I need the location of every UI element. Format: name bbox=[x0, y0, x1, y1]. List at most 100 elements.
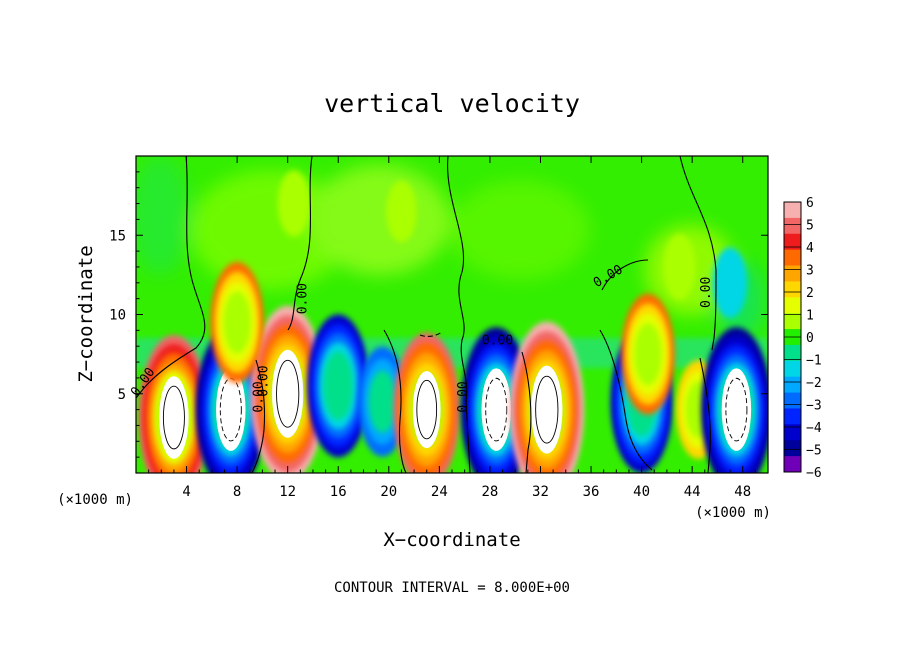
colorbar-swatch bbox=[784, 281, 801, 298]
cell-contour bbox=[535, 375, 559, 444]
colorbar-swatch bbox=[784, 217, 801, 235]
contour-line bbox=[679, 156, 717, 351]
x-tick-label: 48 bbox=[734, 484, 751, 500]
contour-line bbox=[287, 156, 313, 331]
colorbar-label: 3 bbox=[806, 264, 814, 279]
colorbar-swatch bbox=[784, 265, 801, 282]
colorbar-label: −6 bbox=[806, 466, 822, 481]
x-tick-label: 40 bbox=[633, 484, 650, 500]
contour-label: 0.00 bbox=[251, 381, 266, 412]
updraft-cell bbox=[386, 180, 417, 243]
cell-contour bbox=[725, 377, 748, 442]
x-tick-label: 44 bbox=[684, 484, 701, 500]
updraft-cell bbox=[621, 293, 675, 415]
updraft-cell bbox=[393, 332, 460, 473]
colorbar-swatch bbox=[784, 202, 801, 219]
x-unit-right: (×1000 m) bbox=[695, 505, 771, 521]
cell-layer bbox=[368, 370, 397, 433]
colorbar-label: −3 bbox=[806, 399, 822, 414]
contour-lines bbox=[136, 156, 717, 473]
x-tick-label: 20 bbox=[380, 484, 397, 500]
colorbar-label: 2 bbox=[806, 286, 814, 301]
contour-line bbox=[136, 156, 206, 399]
contour-label: 0.00 bbox=[699, 277, 714, 308]
x-tick-label: 16 bbox=[330, 484, 347, 500]
colorbar-swatch bbox=[784, 249, 801, 267]
x-tick-label: 8 bbox=[233, 484, 241, 500]
x-tick-label: 4 bbox=[182, 484, 190, 500]
colorbar-swatch bbox=[784, 297, 801, 314]
cell-layer bbox=[223, 291, 251, 354]
x-tick-label: 24 bbox=[431, 484, 448, 500]
x-tick-label: 32 bbox=[532, 484, 549, 500]
colorbar-label: 0 bbox=[806, 331, 814, 346]
colorbar-label: 1 bbox=[806, 309, 814, 324]
colorbar-label: −2 bbox=[806, 376, 822, 391]
contour-line bbox=[601, 259, 649, 291]
cell-layer bbox=[634, 323, 662, 386]
updraft-cell bbox=[138, 335, 210, 473]
colorbar-swatch bbox=[784, 360, 801, 378]
cell-layer bbox=[323, 351, 354, 421]
x-tick-label: 36 bbox=[583, 484, 600, 500]
updraft-cell bbox=[277, 170, 311, 237]
field-patch bbox=[310, 165, 450, 275]
cell-layer bbox=[386, 180, 417, 243]
cell-core bbox=[159, 376, 189, 459]
x-axis-label: X−coordinate bbox=[383, 529, 520, 551]
updraft-cell bbox=[210, 261, 264, 383]
y-axis-label: Z−coordinate bbox=[75, 245, 97, 382]
plot-area bbox=[136, 156, 768, 473]
y-tick-label: 15 bbox=[109, 228, 126, 244]
contour-line bbox=[699, 357, 711, 473]
colorbar-label: 4 bbox=[806, 241, 814, 256]
downdraft-cell bbox=[713, 247, 748, 318]
colorbar-swatch bbox=[784, 376, 801, 394]
cell-contour bbox=[162, 385, 185, 450]
x-axis: 4 8 12 16 20 24 28 32 36 40 44 48 bbox=[148, 156, 756, 500]
cell-contour bbox=[485, 377, 508, 442]
x-tick-label: 28 bbox=[481, 484, 498, 500]
updraft-cell bbox=[250, 305, 325, 473]
cell-layer bbox=[277, 170, 311, 237]
cell-contour bbox=[416, 379, 438, 440]
colorbar-label: −5 bbox=[806, 444, 822, 459]
contour-line bbox=[599, 329, 653, 471]
colorbar-swatch bbox=[784, 233, 801, 251]
colorbar-swatch bbox=[784, 392, 801, 409]
cell-core bbox=[272, 349, 304, 438]
updraft-cell bbox=[663, 233, 696, 300]
field-patch bbox=[450, 180, 590, 280]
cell-core bbox=[531, 365, 563, 454]
colorbar-swatch bbox=[784, 408, 801, 425]
y-tick-label: 10 bbox=[109, 308, 126, 324]
colorbar-label: −4 bbox=[806, 421, 822, 436]
colorbar: 6 5 4 3 2 1 0 −1 −2 −3 −4 −5 −6 bbox=[783, 196, 822, 481]
contour-line bbox=[521, 351, 532, 473]
colorbar-label: 5 bbox=[806, 219, 814, 234]
y-tick-label: 5 bbox=[118, 387, 126, 403]
contour-line bbox=[251, 359, 266, 473]
x-unit-left: (×1000 m) bbox=[57, 492, 133, 508]
cell-layer bbox=[663, 233, 696, 300]
velocity-cells bbox=[138, 170, 768, 473]
downdraft-cell bbox=[307, 314, 370, 458]
colorbar-swatch bbox=[784, 456, 801, 473]
contour-line bbox=[383, 329, 407, 473]
downdraft-cell bbox=[357, 346, 408, 457]
updraft-cell bbox=[509, 321, 584, 473]
contour-label: 0.00 bbox=[456, 381, 471, 412]
y-axis: 5 10 15 bbox=[109, 171, 768, 458]
colorbar-swatch bbox=[784, 344, 801, 362]
cell-contour bbox=[276, 359, 300, 428]
cell-layer bbox=[713, 247, 748, 318]
downdraft-cell bbox=[701, 327, 768, 473]
contour-line bbox=[419, 331, 443, 337]
contour-line bbox=[447, 156, 471, 473]
cell-core bbox=[412, 371, 441, 449]
contour-label: 0.00 bbox=[296, 283, 311, 314]
field-patch bbox=[136, 156, 190, 275]
colorbar-swatch bbox=[784, 440, 801, 457]
cell-core bbox=[721, 368, 752, 451]
